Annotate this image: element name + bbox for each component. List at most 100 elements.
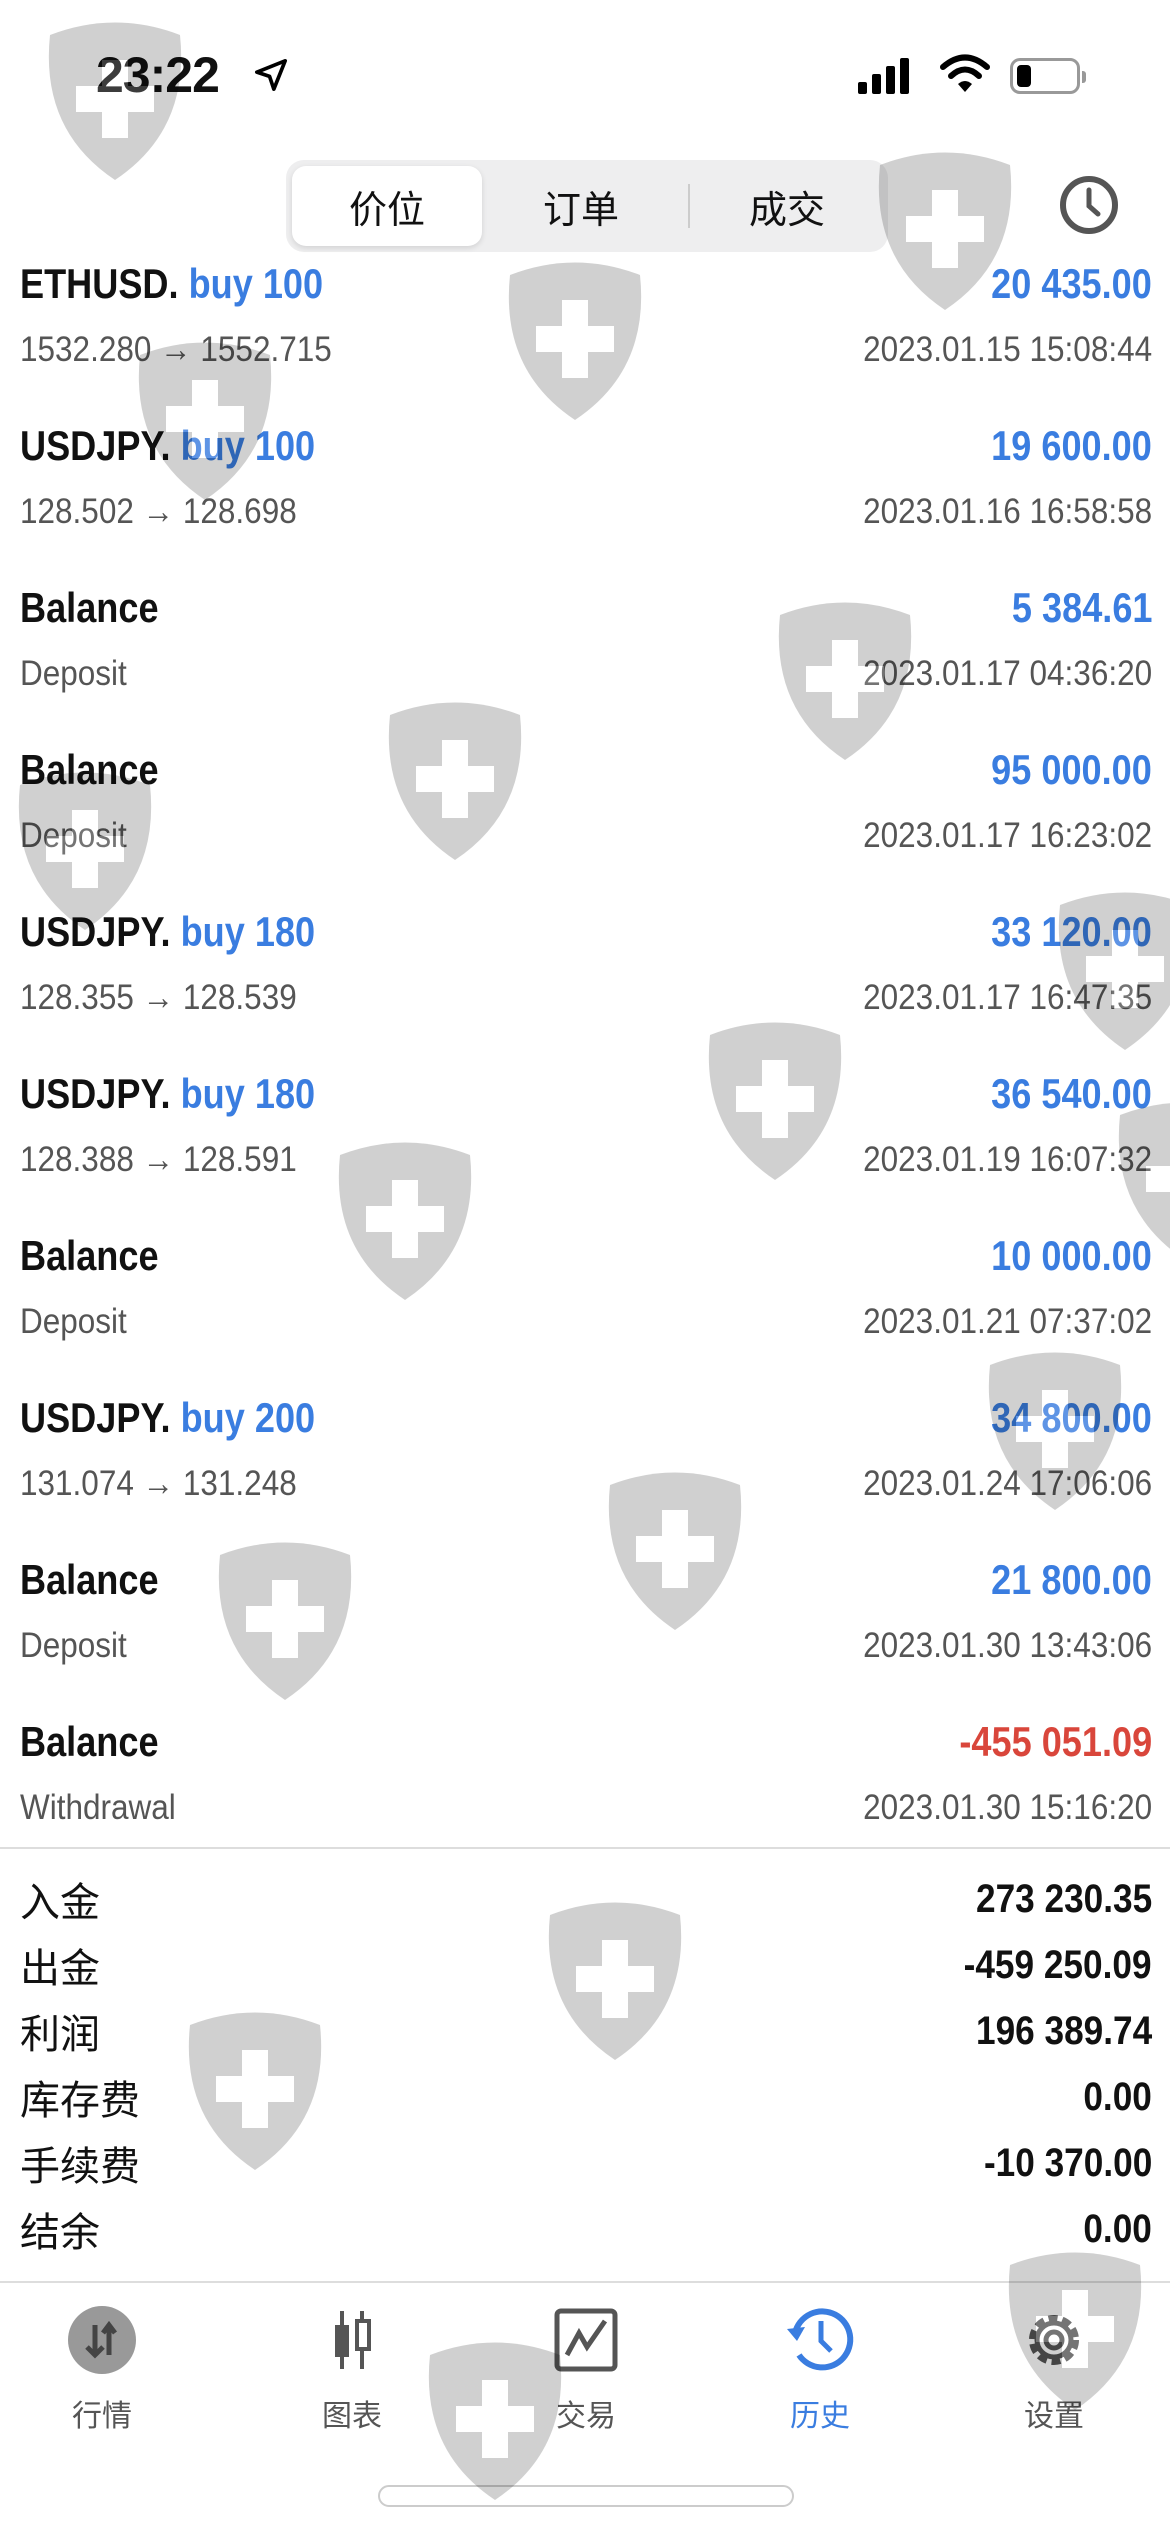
- summary-label: 利润: [20, 2013, 100, 2057]
- location-arrow-icon: [254, 58, 288, 92]
- deal-detail: 128.502 → 128.698: [20, 492, 297, 531]
- tab-label: 设置: [1024, 2400, 1084, 2433]
- signal-icon: [858, 58, 909, 94]
- deal-title: USDJPY. buy 100: [20, 422, 315, 470]
- segment-divider: [688, 184, 690, 228]
- deal-detail: 1532.280 → 1552.715: [20, 330, 332, 369]
- tab-quotes[interactable]: 行情: [32, 2303, 172, 2435]
- tab-charts[interactable]: 图表: [282, 2303, 422, 2435]
- deal-symbol: ETHUSD.: [20, 260, 179, 307]
- tab-trade[interactable]: 交易: [516, 2303, 656, 2435]
- deal-amount: 34 800.00: [991, 1394, 1152, 1441]
- battery-icon: [1010, 58, 1086, 94]
- trade-chart-icon: [554, 2308, 618, 2372]
- gear-icon: [1029, 2315, 1079, 2365]
- deal-side: buy 200: [180, 1394, 316, 1441]
- tab-orders[interactable]: 订单: [542, 189, 619, 232]
- summary-value: 0.00: [1083, 2206, 1152, 2251]
- deal-title: Balance: [20, 584, 159, 632]
- home-indicator[interactable]: [378, 2485, 794, 2507]
- deal-symbol: USDJPY.: [20, 1070, 171, 1117]
- deal-amount: 5 384.61: [1011, 584, 1152, 631]
- deals-list: ETHUSD. buy 100 20 435.00 1532.280 → 155…: [0, 230, 1170, 1850]
- deal-date: 2023.01.30 15:16:20: [862, 1788, 1152, 1827]
- segmented-control: 价位 订单 成交: [286, 160, 888, 252]
- status-bar: 23:22: [0, 0, 1170, 150]
- summary-value: 273 230.35: [975, 1876, 1152, 1921]
- deal-date: 2023.01.24 17:06:06: [862, 1464, 1152, 1503]
- tab-settings[interactable]: 设置: [984, 2303, 1124, 2435]
- deal-symbol: Balance: [20, 584, 159, 631]
- deal-detail: Deposit: [20, 1302, 127, 1341]
- tab-label: 行情: [72, 2400, 132, 2433]
- clock-icon[interactable]: [1058, 174, 1120, 236]
- deal-symbol: USDJPY.: [20, 1394, 171, 1441]
- summary-row: 利润 196 389.74: [0, 1998, 1170, 2064]
- deal-row[interactable]: USDJPY. buy 180 33 120.00 128.355 → 128.…: [0, 878, 1170, 1040]
- deal-side: buy 100: [188, 260, 324, 307]
- deal-detail: Deposit: [20, 654, 127, 693]
- deal-row[interactable]: USDJPY. buy 180 36 540.00 128.388 → 128.…: [0, 1040, 1170, 1202]
- deal-detail: Deposit: [20, 1626, 127, 1665]
- deal-date: 2023.01.17 16:23:02: [862, 816, 1152, 855]
- deal-amount: 36 540.00: [991, 1070, 1152, 1117]
- deal-amount: 20 435.00: [991, 260, 1152, 307]
- wifi-icon: [940, 54, 990, 92]
- candlestick-icon: [335, 2311, 371, 2369]
- deal-row[interactable]: Balance -455 051.09 Withdrawal 2023.01.3…: [0, 1688, 1170, 1850]
- deal-row[interactable]: Balance 21 800.00 Deposit 2023.01.30 13:…: [0, 1526, 1170, 1688]
- deal-date: 2023.01.17 16:47:35: [862, 978, 1152, 1017]
- summary-row: 结余 0.00: [0, 2196, 1170, 2262]
- deal-row[interactable]: Balance 10 000.00 Deposit 2023.01.21 07:…: [0, 1202, 1170, 1364]
- deal-side: buy 180: [180, 1070, 316, 1117]
- deal-title: Balance: [20, 1556, 159, 1604]
- tab-label: 图表: [322, 2400, 382, 2433]
- quotes-icon: [68, 2306, 136, 2374]
- deal-symbol: USDJPY.: [20, 422, 171, 469]
- tab-label: 历史: [790, 2400, 850, 2433]
- deal-row[interactable]: USDJPY. buy 200 34 800.00 131.074 → 131.…: [0, 1364, 1170, 1526]
- deal-date: 2023.01.15 15:08:44: [862, 330, 1152, 369]
- deal-amount: 95 000.00: [991, 746, 1152, 793]
- deal-row[interactable]: Balance 5 384.61 Deposit 2023.01.17 04:3…: [0, 554, 1170, 716]
- summary-label: 出金: [20, 1947, 100, 1991]
- summary-value: 196 389.74: [975, 2008, 1152, 2053]
- deal-title: USDJPY. buy 180: [20, 1070, 315, 1118]
- status-time: 23:22: [96, 47, 220, 103]
- deal-symbol: Balance: [20, 1556, 159, 1603]
- deal-title: USDJPY. buy 180: [20, 908, 315, 956]
- summary-label: 入金: [20, 1881, 100, 1925]
- deal-detail: 128.355 → 128.539: [20, 978, 297, 1017]
- deal-detail: Withdrawal: [20, 1788, 176, 1827]
- deal-symbol: Balance: [20, 1718, 159, 1765]
- deal-amount: 10 000.00: [991, 1232, 1152, 1279]
- deal-symbol: USDJPY.: [20, 908, 171, 955]
- tab-positions[interactable]: 价位: [292, 166, 482, 246]
- summary-value: -459 250.09: [964, 1942, 1152, 1987]
- deal-title: Balance: [20, 1718, 159, 1766]
- tab-bar: 行情 图表 交易 历史 设置: [0, 2283, 1170, 2443]
- deal-row[interactable]: ETHUSD. buy 100 20 435.00 1532.280 → 155…: [0, 230, 1170, 392]
- deal-symbol: Balance: [20, 1232, 159, 1279]
- tab-deals[interactable]: 成交: [748, 189, 825, 232]
- deal-row[interactable]: Balance 95 000.00 Deposit 2023.01.17 16:…: [0, 716, 1170, 878]
- deal-date: 2023.01.17 04:36:20: [862, 654, 1152, 693]
- deal-title: Balance: [20, 746, 159, 794]
- divider: [0, 1847, 1170, 1849]
- deal-row[interactable]: USDJPY. buy 100 19 600.00 128.502 → 128.…: [0, 392, 1170, 554]
- deal-side: buy 180: [180, 908, 316, 955]
- deal-title: USDJPY. buy 200: [20, 1394, 315, 1442]
- deal-amount: 19 600.00: [991, 422, 1152, 469]
- deal-date: 2023.01.19 16:07:32: [862, 1140, 1152, 1179]
- summary-label: 结余: [20, 2211, 100, 2255]
- header: 价位 订单 成交: [0, 150, 1170, 258]
- divider: [0, 2281, 1170, 2283]
- deal-detail: Deposit: [20, 816, 127, 855]
- summary: 入金 273 230.35 出金 -459 250.09 利润 196 389.74 库存费…: [0, 1866, 1170, 2262]
- summary-row: 手续费 -10 370.00: [0, 2130, 1170, 2196]
- deal-detail: 128.388 → 128.591: [20, 1140, 297, 1179]
- tab-history[interactable]: 历史: [750, 2303, 890, 2435]
- tab-label: 交易: [556, 2400, 616, 2433]
- summary-value: -10 370.00: [983, 2140, 1152, 2185]
- deal-title: ETHUSD. buy 100: [20, 260, 323, 308]
